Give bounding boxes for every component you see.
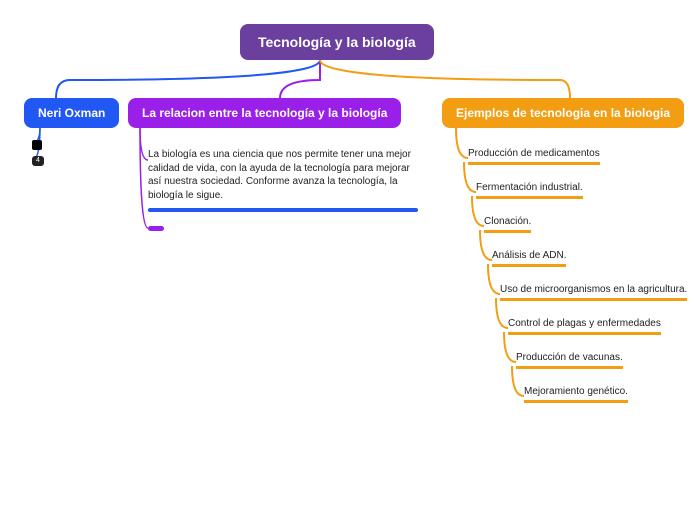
branch-neri[interactable]: Neri Oxman	[24, 98, 119, 128]
root-label: Tecnología y la biología	[258, 34, 416, 50]
ejemplo-leaf[interactable]: Clonación.	[484, 216, 531, 233]
relacion-underline	[148, 208, 418, 212]
neri-child-square	[32, 140, 42, 150]
branch-relacion[interactable]: La relacion entre la tecnología y la bio…	[128, 98, 401, 128]
neri-child-badge: 4	[32, 156, 44, 166]
ejemplo-leaf[interactable]: Mejoramiento genético.	[524, 386, 628, 403]
relacion-description: La biología es una ciencia que nos permi…	[148, 148, 418, 212]
branch-ejemplos[interactable]: Ejemplos de tecnologia en la biologia	[442, 98, 684, 128]
ejemplo-leaf[interactable]: Uso de microorganismos en la agricultura…	[500, 284, 687, 301]
ejemplo-leaf[interactable]: Producción de vacunas.	[516, 352, 623, 369]
ejemplo-leaf[interactable]: Fermentación industrial.	[476, 182, 583, 199]
branch-ejemplos-label: Ejemplos de tecnologia en la biologia	[456, 106, 670, 120]
connector-lines	[0, 0, 696, 520]
branch-relacion-label: La relacion entre la tecnología y la bio…	[142, 106, 387, 120]
relacion-dash	[148, 226, 164, 231]
branch-neri-label: Neri Oxman	[38, 106, 105, 120]
root-node[interactable]: Tecnología y la biología	[240, 24, 434, 60]
ejemplo-leaf[interactable]: Control de plagas y enfermedades	[508, 318, 661, 335]
relacion-desc-text: La biología es una ciencia que nos permi…	[148, 149, 411, 201]
neri-badge-value: 4	[36, 157, 40, 164]
ejemplo-leaf[interactable]: Producción de medicamentos	[468, 148, 600, 165]
ejemplo-leaf[interactable]: Análisis de ADN.	[492, 250, 566, 267]
